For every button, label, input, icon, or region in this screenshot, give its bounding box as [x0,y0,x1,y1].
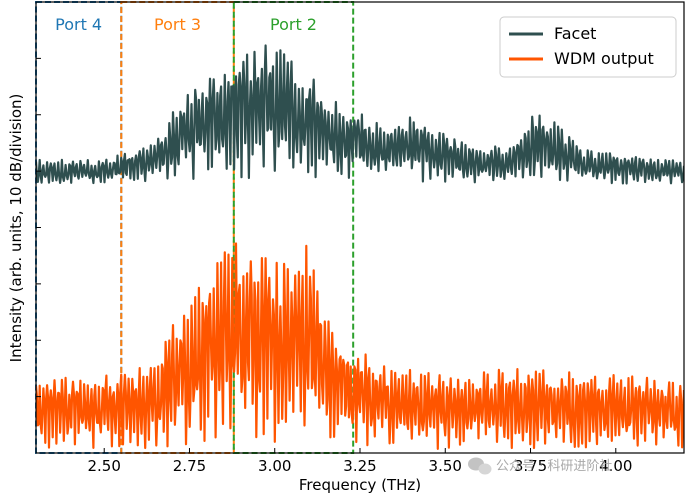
legend-label-wdm-output: WDM output [554,49,654,68]
region-label-port-4: Port 4 [55,15,102,34]
region-box-port-4 [35,1,123,454]
watermark-text: 公众号 · 科研进阶社 [496,458,612,474]
x-tick-label: 3.50 [429,457,462,475]
region-label-port-3: Port 3 [154,15,201,34]
x-tick-label: 3.00 [258,457,291,475]
x-tick-label: 2.75 [173,457,206,475]
y-axis-ticks [36,1,41,454]
x-axis-ticks: 2.50 2.75 3.00 3.25 3.50 3.75 4.00 [88,448,632,475]
x-tick-label: 2.50 [88,457,121,475]
series-line-facet [36,44,684,185]
series-line-wdm-output [36,242,684,450]
series-lines [36,44,684,450]
x-tick-label: 3.75 [514,457,547,475]
legend-box [499,16,677,78]
y-axis-label: Intensity (arb. units, 10 dB/division) [7,94,25,363]
x-tick-label: 3.25 [343,457,376,475]
wechat-icon [468,457,492,475]
legend: Facet WDM output [499,16,677,78]
x-axis-label: Frequency (THz) [299,476,421,494]
watermark: 公众号 · 科研进阶社 [468,457,612,475]
x-tick-label: 4.00 [599,457,632,475]
region-label-port-2: Port 2 [270,15,317,34]
legend-label-facet: Facet [554,24,596,43]
